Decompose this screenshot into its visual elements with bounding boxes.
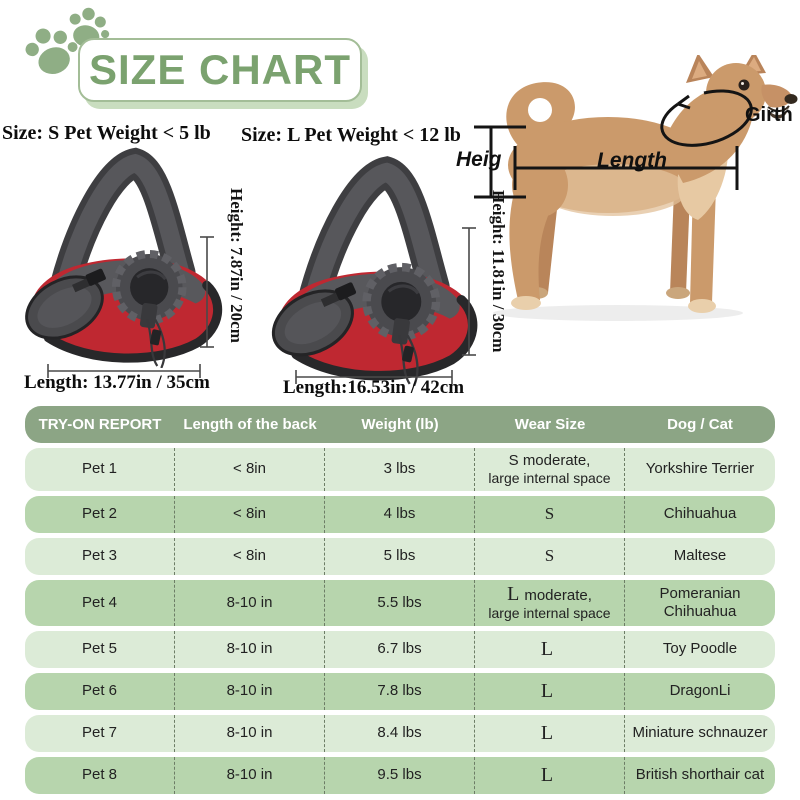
breed-cell: Toy Poodle bbox=[662, 640, 738, 658]
breed-cell: Maltese bbox=[673, 547, 727, 565]
weight-cell: 5.5 lbs bbox=[325, 579, 475, 626]
breed-cell: DragonLi bbox=[669, 682, 731, 700]
bag-s-height-label: Height: 7.87in / 20cm bbox=[227, 188, 246, 343]
pet-cell: Pet 1 bbox=[25, 448, 175, 491]
bag-s-length-label: Length: 13.77in / 35cm bbox=[24, 372, 210, 393]
size-l-heading: Size: L Pet Weight < 12 lb bbox=[241, 124, 461, 146]
wear-size-cell: S moderate, large internal space bbox=[475, 448, 625, 491]
table-row: Pet 6 8-10 in 7.8 lbs L DragonLi bbox=[25, 672, 775, 710]
back-length-cell: 8-10 in bbox=[175, 630, 325, 668]
back-length-cell: < 8in bbox=[175, 537, 325, 575]
pet-cell: Pet 5 bbox=[25, 630, 175, 668]
dog-height-label: Heig bbox=[456, 148, 502, 171]
wear-size-cell: L bbox=[475, 672, 625, 710]
dog-length-label: Length bbox=[597, 149, 667, 172]
weight-cell: 9.5 lbs bbox=[325, 756, 475, 794]
pet-cell: Pet 8 bbox=[25, 756, 175, 794]
title-box: SIZE CHART bbox=[78, 38, 362, 102]
dog-measurement-illustration bbox=[493, 55, 798, 321]
wear-size-cell: S bbox=[475, 495, 625, 533]
header-tryon-report: TRY-ON REPORT bbox=[38, 416, 162, 433]
size-s-heading: Size: S Pet Weight < 5 lb bbox=[2, 122, 211, 144]
table-header-row: TRY-ON REPORT Length of the back Weight … bbox=[25, 406, 775, 443]
weight-cell: 5 lbs bbox=[325, 537, 475, 575]
bag-l-height-label: Height: 11.81in / 30cm bbox=[489, 190, 508, 353]
pet-cell: Pet 7 bbox=[25, 714, 175, 752]
back-length-cell: 8-10 in bbox=[175, 672, 325, 710]
back-length-cell: 8-10 in bbox=[175, 579, 325, 626]
table-row: Pet 7 8-10 in 8.4 lbs L Miniature schnau… bbox=[25, 714, 775, 752]
back-length-cell: 8-10 in bbox=[175, 756, 325, 794]
table-row: Pet 8 8-10 in 9.5 lbs L British shorthai… bbox=[25, 756, 775, 794]
weight-cell: 7.8 lbs bbox=[325, 672, 475, 710]
wear-size-cell: L bbox=[475, 756, 625, 794]
table-row: Pet 1 < 8in 3 lbs S moderate, large inte… bbox=[25, 448, 775, 491]
breed-cell: Yorkshire Terrier bbox=[645, 460, 755, 478]
pet-cell: Pet 3 bbox=[25, 537, 175, 575]
table-row: Pet 5 8-10 in 6.7 lbs L Toy Poodle bbox=[25, 630, 775, 668]
wear-size-cell: L bbox=[475, 714, 625, 752]
wear-size-cell: L bbox=[475, 630, 625, 668]
back-length-cell: < 8in bbox=[175, 495, 325, 533]
page-title: SIZE CHART bbox=[89, 46, 351, 93]
breed-cell: British shorthair cat bbox=[635, 766, 765, 784]
pet-cell: Pet 4 bbox=[25, 579, 175, 626]
header-wear-size: Wear Size bbox=[514, 416, 586, 433]
bag-l-length-label: Length:16.53in / 42cm bbox=[283, 377, 465, 398]
back-length-cell: 8-10 in bbox=[175, 714, 325, 752]
weight-cell: 3 lbs bbox=[325, 448, 475, 491]
weight-cell: 6.7 lbs bbox=[325, 630, 475, 668]
tryon-report-table: TRY-ON REPORT Length of the back Weight … bbox=[25, 406, 775, 799]
breed-cell: Miniature schnauzer bbox=[632, 724, 768, 742]
dog-girth-label: Girth bbox=[745, 104, 793, 126]
header-length-of-back: Length of the back bbox=[183, 416, 317, 433]
sling-bag-l-illustration bbox=[254, 144, 496, 386]
sling-bag-s-illustration bbox=[8, 136, 240, 368]
table-row: Pet 2 < 8in 4 lbs S Chihuahua bbox=[25, 495, 775, 533]
pet-cell: Pet 2 bbox=[25, 495, 175, 533]
header-dog-cat: Dog / Cat bbox=[667, 416, 733, 433]
weight-cell: 8.4 lbs bbox=[325, 714, 475, 752]
weight-cell: 4 lbs bbox=[325, 495, 475, 533]
header-weight: Weight (lb) bbox=[361, 416, 439, 433]
table-row: Pet 3 < 8in 5 lbs S Maltese bbox=[25, 537, 775, 575]
pet-cell: Pet 6 bbox=[25, 672, 175, 710]
breed-cell: Pomeranian Chihuahua bbox=[659, 584, 741, 620]
back-length-cell: < 8in bbox=[175, 448, 325, 491]
breed-cell: Chihuahua bbox=[663, 505, 737, 523]
wear-size-cell: S bbox=[475, 537, 625, 575]
